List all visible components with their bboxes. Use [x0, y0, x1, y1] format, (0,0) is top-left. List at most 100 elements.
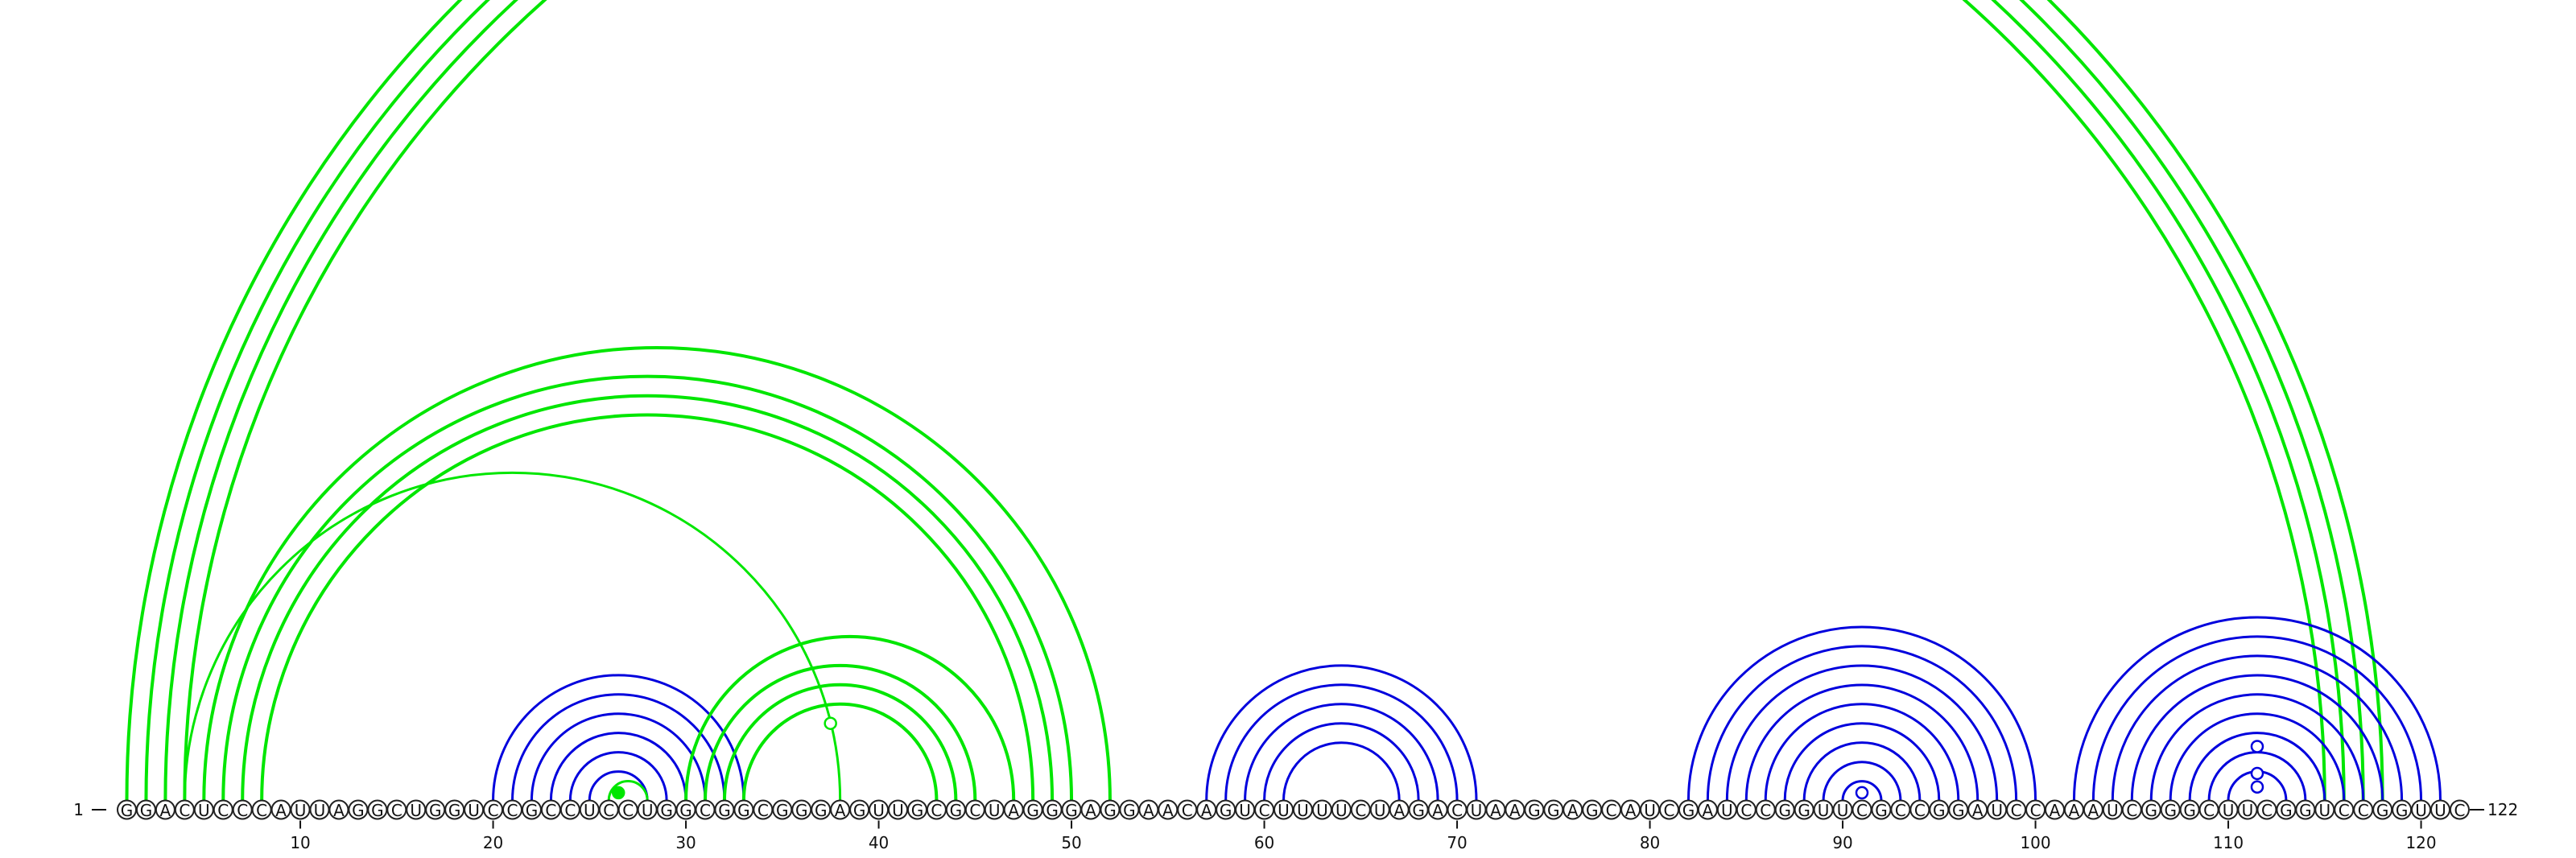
- arc-60-68: [1263, 722, 1420, 801]
- position-ticks: 10 20 30 40 50 60 70 80 90 100 110 120: [290, 820, 2437, 852]
- nucleotide-letter: A: [1393, 801, 1405, 820]
- nucleotide-letter: C: [2261, 801, 2273, 820]
- tick-label-10: 10: [290, 833, 310, 852]
- tick-label-110: 110: [2213, 833, 2244, 852]
- tick-label-90: 90: [1832, 833, 1852, 852]
- nucleotide-40: U: [869, 799, 890, 820]
- arc-4-38: [183, 471, 842, 801]
- nucleotide-letter: G: [2280, 801, 2293, 820]
- arc-89-93: [1822, 761, 1902, 801]
- nucleotide-letter: U: [2242, 801, 2254, 820]
- nucleotide-42: G: [906, 799, 927, 820]
- nucleotide-letter: G: [815, 801, 828, 820]
- nucleotide-letter: C: [1606, 801, 1617, 820]
- nucleotide-57: A: [1196, 799, 1217, 820]
- nucleotide-38: A: [830, 799, 851, 820]
- nucleotide-letter: A: [275, 801, 287, 820]
- arc-1-118: [125, 0, 2384, 801]
- nucleotide-104: U: [2102, 799, 2123, 820]
- nucleotide-24: C: [559, 799, 580, 820]
- arc-61-67: [1282, 741, 1401, 801]
- arc-108-115: [2188, 732, 2326, 801]
- arc-31-45: [704, 663, 977, 801]
- arc-85-97: [1744, 683, 1979, 801]
- nucleotide-letter: U: [1991, 801, 2003, 820]
- nucleotide-letter: U: [2318, 801, 2330, 820]
- nucleotide-99: C: [2006, 799, 2027, 820]
- nucleotide-113: G: [2276, 799, 2297, 820]
- nucleotide-letter: U: [1818, 801, 1830, 820]
- nucleotide-13: G: [348, 799, 369, 820]
- nucleotide-letter: G: [1528, 801, 1541, 820]
- nucleotide-letter: G: [2299, 801, 2312, 820]
- nucleotide-60: C: [1254, 799, 1275, 820]
- nucleotide-letter: U: [2107, 801, 2119, 820]
- nucleotide-letter: C: [1740, 801, 1752, 820]
- nucleotide-letter: C: [969, 801, 980, 820]
- nucleotide-19: U: [464, 799, 485, 820]
- nucleotide-letter: U: [198, 801, 210, 820]
- nucleotide-58: G: [1216, 799, 1236, 820]
- nucleotide-20: C: [483, 799, 504, 820]
- nucleotide-96: G: [1948, 799, 1969, 820]
- nucleotide-3: A: [155, 799, 175, 820]
- nucleotide-letter: U: [468, 801, 480, 820]
- arc-26-28: [607, 780, 649, 801]
- nucleotide-122: C: [2449, 799, 2470, 820]
- nucleotide-letter: A: [1143, 801, 1154, 820]
- nucleotide-letter: C: [256, 801, 267, 820]
- nucleotide-73: A: [1505, 799, 1525, 820]
- nucleotide-81: C: [1659, 799, 1679, 820]
- nucleotide-letter: U: [295, 801, 307, 820]
- nucleotide-59: U: [1235, 799, 1256, 820]
- nucleotide-88: G: [1794, 799, 1814, 820]
- nucleotide-53: G: [1119, 799, 1140, 820]
- arc-57-71: [1205, 664, 1478, 801]
- arc-2-117: [146, 0, 2363, 801]
- tick-label-60: 60: [1254, 833, 1274, 852]
- nucleotide-letter: C: [1182, 801, 1193, 820]
- nucleotide-41: U: [888, 799, 908, 820]
- nucleotide-64: U: [1331, 799, 1352, 820]
- nucleotide-letter: A: [2088, 801, 2099, 820]
- sequence-backbone: 1 122: [73, 800, 2518, 819]
- nucleotide-letter: U: [314, 801, 326, 820]
- nucleotide-23: C: [540, 799, 561, 820]
- nucleotide-109: C: [2198, 799, 2219, 820]
- nucleotide-letter: C: [545, 801, 556, 820]
- nucleotide-letter: C: [2030, 801, 2041, 820]
- nucleotide-103: A: [2083, 799, 2103, 820]
- nucleotide-120: U: [2411, 799, 2432, 820]
- arc-32-44: [722, 683, 958, 801]
- nucleotide-117: C: [2353, 799, 2374, 820]
- nucleotide-letter: G: [2183, 801, 2196, 820]
- nucleotide-letter: C: [2454, 801, 2465, 820]
- tick-label-20: 20: [483, 833, 503, 852]
- arc-90-92: [1841, 780, 1883, 801]
- base-pair-arcs: [125, 0, 2442, 801]
- nucleotide-letter: G: [121, 801, 134, 820]
- nucleotide-102: A: [2063, 799, 2084, 820]
- nucleotide-letter: U: [642, 801, 654, 820]
- nucleotide-66: U: [1369, 799, 1390, 820]
- nucleotide-letter: U: [1837, 801, 1849, 820]
- tick-label-70: 70: [1447, 833, 1467, 852]
- nucleotide-letter: C: [1355, 801, 1366, 820]
- nucleotide-119: G: [2392, 799, 2413, 820]
- pair-markers: [611, 716, 2264, 800]
- nucleotide-14: G: [367, 799, 388, 820]
- nucleotide-69: A: [1427, 799, 1448, 820]
- nucleotide-65: C: [1350, 799, 1371, 820]
- arc-25-28: [588, 770, 649, 801]
- nucleotide-95: G: [1929, 799, 1950, 820]
- nucleotide-letter: A: [160, 801, 171, 820]
- nucleotide-letter: U: [1374, 801, 1386, 820]
- nucleotide-111: U: [2237, 799, 2258, 820]
- tick-label-50: 50: [1061, 833, 1081, 852]
- nucleotide-32: G: [714, 799, 735, 820]
- nucleotide-letter: G: [737, 801, 750, 820]
- nucleotide-letter: C: [391, 801, 402, 820]
- nucleotide-letter: C: [2358, 801, 2369, 820]
- nucleotide-17: G: [425, 799, 446, 820]
- nucleotide-100: C: [2025, 799, 2046, 820]
